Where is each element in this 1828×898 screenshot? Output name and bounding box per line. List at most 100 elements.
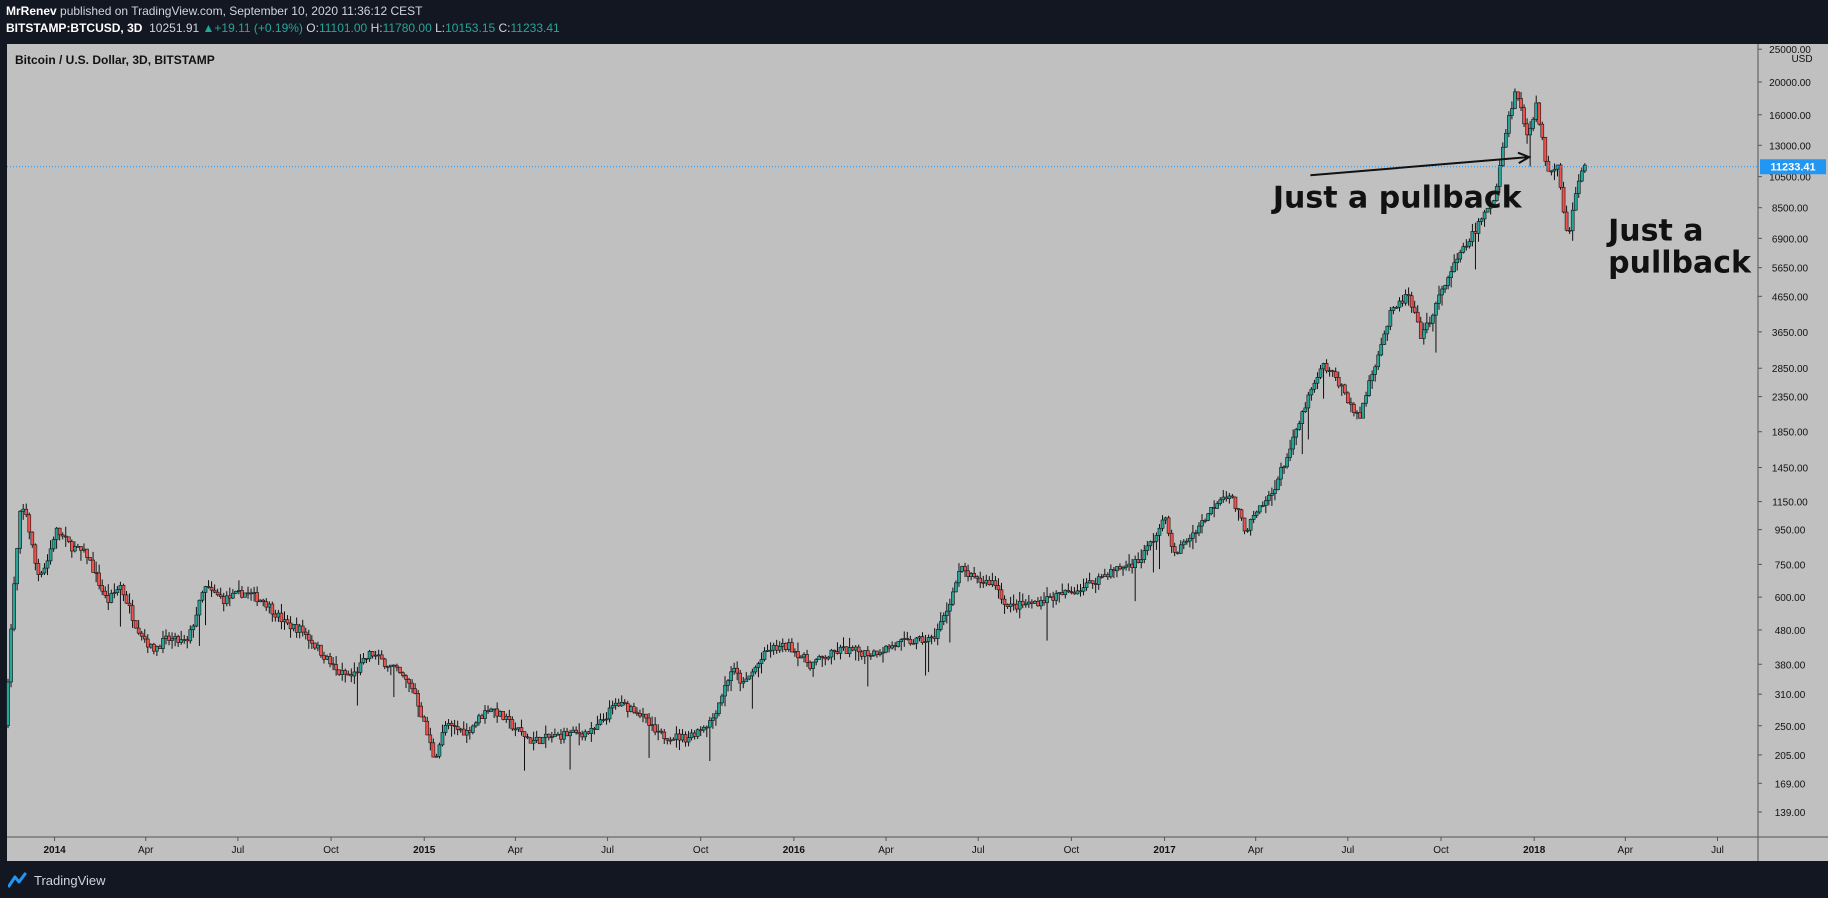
candle-body: [1230, 495, 1235, 498]
candle-body: [902, 638, 907, 640]
candle-body: [243, 592, 247, 598]
candle-body: [1491, 200, 1496, 207]
candle-body: [79, 546, 83, 551]
candle-body: [820, 656, 825, 658]
candle-body: [440, 732, 445, 746]
candle-body: [94, 572, 98, 574]
candle-body: [30, 531, 35, 546]
price-axis-panel[interactable]: [1758, 44, 1828, 861]
candle-body: [1239, 509, 1244, 519]
time-tick-label: Oct: [693, 845, 709, 856]
candle-body: [194, 614, 199, 627]
candle-body: [1054, 593, 1058, 601]
candle-body: [142, 635, 147, 640]
candle-body: [1461, 246, 1466, 253]
candle-body: [139, 632, 144, 637]
low-value: 10153.15: [445, 21, 496, 35]
candle-body: [1048, 596, 1052, 598]
candle-body: [726, 680, 730, 686]
tradingview-logo-icon[interactable]: [8, 872, 28, 888]
candle-body: [66, 536, 71, 542]
candle-body: [1422, 329, 1426, 339]
annotation-arrow[interactable]: [1310, 156, 1530, 177]
price-tick-label: 1150.00: [1772, 498, 1808, 509]
candle-body: [556, 733, 560, 736]
candle-body: [862, 650, 867, 657]
candle-body: [1008, 603, 1013, 607]
last-price-tag-text: 11233.41: [1770, 162, 1815, 174]
candle-body: [124, 594, 129, 604]
candle-body: [859, 651, 864, 657]
tradingview-brand[interactable]: TradingView: [34, 872, 106, 888]
candle-body: [1102, 574, 1107, 578]
candle-body: [1318, 368, 1323, 378]
change-arrow-icon: ▲: [202, 21, 215, 35]
candle-body: [1072, 591, 1077, 595]
symbol-label[interactable]: BITSTAMP:BTCUSD, 3D: [6, 21, 143, 35]
candle-body: [1525, 123, 1529, 136]
candle-body: [714, 713, 718, 719]
candle-body: [559, 733, 563, 740]
candle-body: [161, 638, 165, 649]
candle-body: [300, 625, 305, 633]
candle-body: [88, 557, 92, 561]
candle-body: [1166, 517, 1171, 534]
open-label: O:: [306, 21, 319, 35]
candle-body: [741, 681, 746, 684]
candle-body: [619, 701, 624, 707]
candle-body: [832, 649, 837, 652]
candle-body: [364, 658, 369, 660]
candle-body: [969, 573, 973, 577]
candle-body: [805, 654, 809, 663]
candle-body: [1285, 457, 1289, 468]
candle-body: [170, 638, 174, 641]
candle-body: [783, 642, 788, 650]
time-tick-label: Apr: [508, 845, 524, 856]
candle-body: [63, 535, 68, 538]
candle-body: [212, 589, 217, 593]
candle-body: [54, 527, 59, 540]
candle-body: [1370, 373, 1374, 382]
price-tick-label: 380.00: [1775, 660, 1806, 671]
candle-body: [370, 651, 375, 657]
annotation-text[interactable]: pullback: [1608, 245, 1752, 280]
candle-body: [352, 671, 357, 677]
price-tick-label: 3650.00: [1772, 328, 1809, 339]
candle-body: [331, 663, 335, 666]
candle-body: [507, 716, 512, 720]
candle-body: [410, 682, 414, 690]
annotation-text[interactable]: Just a pullback: [1271, 181, 1523, 216]
candle-body: [376, 654, 381, 657]
candle-body: [1233, 496, 1238, 509]
candle-body: [413, 688, 417, 694]
candle-body: [1519, 98, 1523, 109]
candle-body: [85, 548, 89, 558]
candle-body: [1355, 412, 1359, 414]
candle-body: [1045, 596, 1049, 604]
candle-body: [337, 669, 341, 675]
plot-area[interactable]: [7, 44, 1758, 861]
candle-body: [1482, 211, 1487, 220]
price-tick-label: 4650.00: [1772, 292, 1809, 303]
candle-body: [841, 646, 846, 649]
candle-body: [577, 732, 581, 735]
candle-body: [972, 573, 976, 577]
candle-body: [33, 544, 38, 564]
author-name[interactable]: MrRenev: [6, 4, 57, 18]
candle-body: [553, 734, 557, 738]
candle-body: [382, 658, 387, 667]
candle-body: [1084, 582, 1089, 588]
annotation-text[interactable]: Just a: [1606, 213, 1703, 248]
candle-body: [1534, 102, 1539, 120]
candle-body: [109, 593, 114, 603]
candle-body: [340, 670, 345, 675]
candle-body: [1178, 544, 1183, 554]
candle-body: [1339, 384, 1344, 387]
candle-body: [6, 681, 10, 727]
price-tick-label: 8500.00: [1772, 204, 1809, 215]
candle-body: [118, 585, 123, 591]
candle-body: [449, 723, 454, 726]
candle-body: [367, 651, 372, 660]
candle-body: [45, 560, 50, 569]
